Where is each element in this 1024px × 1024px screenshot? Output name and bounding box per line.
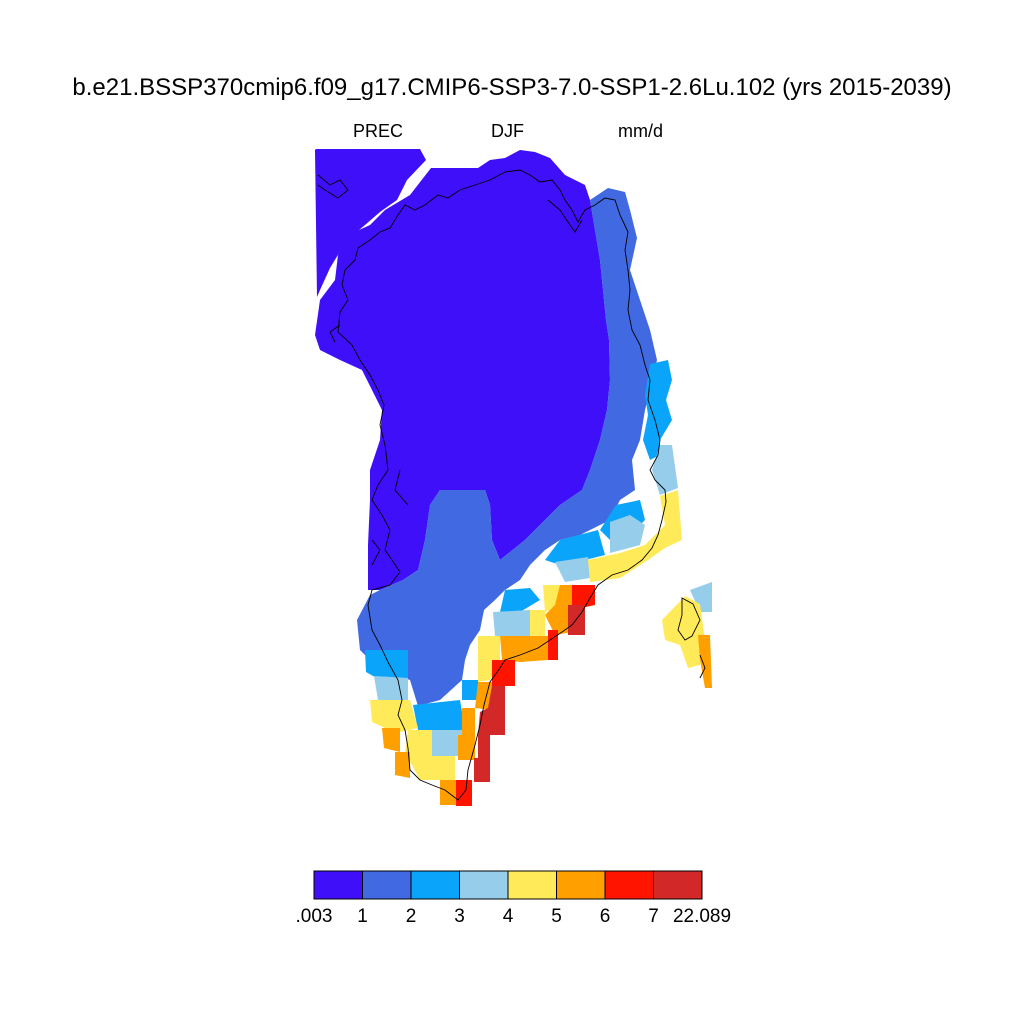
colorbar-box [653,870,703,900]
colorbar-tick-label: 3 [454,906,465,927]
coastline [317,169,706,801]
precip-region-6-7 [572,585,595,610]
colorbar-box [313,870,363,900]
precip-region-4-5 [530,610,545,636]
map-title: b.e21.BSSP370cmip6.f09_g17.CMIP6-SSP3-7.… [72,74,952,101]
precip-region-5-6 [395,752,410,778]
precip-region-lt1 [315,149,426,297]
colorbar-tick-label: 1 [357,906,368,927]
precip-region-gt7 [568,605,585,635]
precip-region-5-6 [382,728,400,752]
precip-region-2-3 [413,700,465,732]
season-label: DJF [491,121,524,141]
colorbar-box [507,870,557,900]
colorbar-tick-label: .003 [295,906,333,927]
precip-region-4-5 [662,596,705,668]
precip-region-3-4 [610,515,645,553]
precip-region-3-4 [374,676,408,703]
precip-region-5-6 [545,585,572,635]
colorbar-tick-label: 22.089 [672,906,732,927]
precip-region-3-4 [493,610,532,636]
precip-region-5-6 [698,635,712,688]
precip-field [315,149,712,806]
precip-region-4-5 [588,490,682,582]
precip-region-lt1 [315,150,610,590]
precip-region-gt7 [478,686,505,760]
precip-region-5-6 [462,708,475,735]
precip-region-2-3 [643,360,672,460]
colorbar-box [362,870,412,900]
colorbar-box [604,870,654,900]
precip-region-3-4 [652,445,678,495]
colorbar-tick-label: 5 [551,906,562,927]
colorbar-tick-label: 7 [648,906,659,927]
precip-region-2-3 [462,680,478,700]
colorbar-tick-label: 4 [502,906,514,927]
precip-region-5-6 [458,735,475,760]
precip-region-2-3 [365,650,408,680]
colorbar [313,870,703,900]
precip-region-4-5 [405,730,455,780]
precip-region-1-2 [357,188,657,706]
variable-label: PREC [353,121,404,141]
colorbar-tick-label: 2 [405,906,417,927]
colorbar-box [459,870,509,900]
precip-region-2-3 [545,530,605,565]
colorbar-tick-label: 6 [599,906,611,927]
precip-region-4-5 [370,700,418,732]
precip-region-3-4 [555,557,590,582]
precip-region-6-7 [548,630,558,660]
precip-region-6-7 [492,660,515,686]
colorbar-box [556,870,606,900]
precip-region-2-3 [500,588,540,612]
precip-region-5-6 [500,636,548,662]
precip-region-3-4 [690,582,712,612]
precip-region-5-6 [440,780,458,805]
units-label: mm/d [618,121,663,141]
precip-region-3-4 [430,730,462,756]
precip-region-gt7 [474,758,490,782]
colorbar-box [410,870,460,900]
